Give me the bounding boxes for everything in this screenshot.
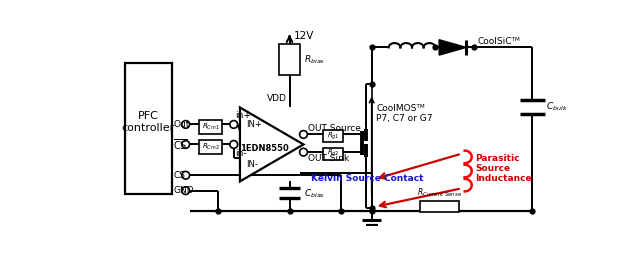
Circle shape (230, 121, 238, 128)
Text: PFC
controller: PFC controller (122, 111, 175, 133)
Text: IN+: IN+ (246, 120, 262, 129)
Text: $R_{g2}$: $R_{g2}$ (326, 148, 340, 160)
Bar (323, 130, 343, 142)
Text: CoolMOSᵀᴹ
P7, C7 or G7: CoolMOSᵀᴹ P7, C7 or G7 (376, 104, 433, 123)
Text: Kelvin Source Contact: Kelvin Source Contact (311, 174, 424, 183)
Text: Out: Out (173, 120, 190, 129)
Text: OUT Sink: OUT Sink (308, 154, 349, 163)
Text: GND: GND (173, 186, 194, 195)
Circle shape (182, 121, 190, 128)
Text: in-: in- (235, 149, 247, 158)
Bar (199, 120, 222, 134)
Text: Parasitic
Source
Inductance: Parasitic Source Inductance (476, 154, 532, 183)
Circle shape (230, 141, 238, 148)
Bar (278, 44, 301, 75)
Text: $R_{Cm1}$: $R_{Cm1}$ (202, 122, 219, 132)
Text: $C_{bulk}$: $C_{bulk}$ (546, 101, 568, 113)
Polygon shape (439, 40, 466, 55)
Text: $R_{g1}$: $R_{g1}$ (326, 130, 339, 142)
Circle shape (182, 187, 190, 195)
Bar (199, 140, 222, 154)
Text: IN-: IN- (246, 160, 258, 169)
Circle shape (182, 141, 190, 148)
Text: CS: CS (173, 171, 185, 180)
Text: in+: in+ (235, 111, 251, 120)
Circle shape (300, 131, 307, 138)
Bar (125, 63, 172, 194)
Text: $R_{Cm2}$: $R_{Cm2}$ (202, 142, 219, 152)
Text: $R_{bias}$: $R_{bias}$ (304, 54, 324, 66)
Circle shape (182, 171, 190, 179)
Text: 1EDN8550: 1EDN8550 (241, 144, 289, 153)
Text: 12V: 12V (294, 31, 314, 41)
Bar (420, 201, 459, 212)
Circle shape (300, 148, 307, 156)
Bar (323, 148, 343, 160)
Text: $\overline{\rm CS}$: $\overline{\rm CS}$ (173, 137, 188, 152)
Text: $R_{Current\ Sense}$: $R_{Current\ Sense}$ (416, 187, 462, 199)
Text: OUT Source: OUT Source (308, 124, 361, 133)
Text: CoolSiCᵀᴹ: CoolSiCᵀᴹ (477, 37, 520, 46)
Text: VDD: VDD (266, 94, 287, 103)
Text: $C_{bias}$: $C_{bias}$ (304, 187, 324, 200)
Polygon shape (240, 107, 304, 181)
